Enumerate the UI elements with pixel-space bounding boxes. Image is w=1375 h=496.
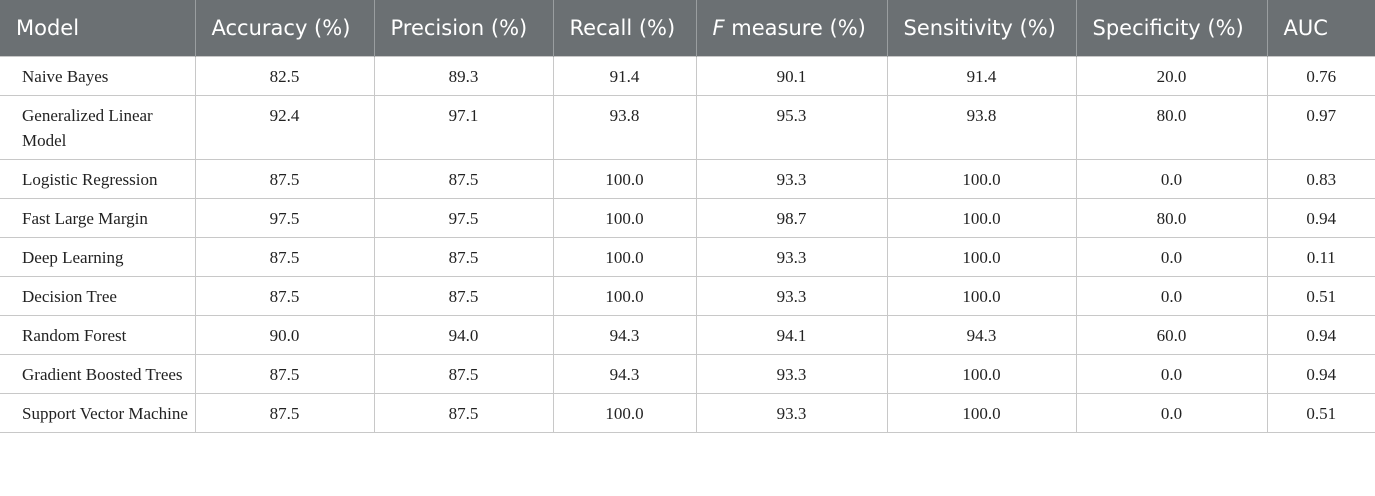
- model-name: Support Vector Machine: [0, 393, 196, 433]
- metric-value: 20.0: [1075, 56, 1268, 96]
- metric-value: 82.5: [194, 56, 375, 96]
- metric-value: 92.4: [194, 95, 375, 160]
- metric-value: 100.0: [886, 237, 1077, 277]
- metric-value: 93.3: [695, 393, 888, 433]
- metric-value: 0.11: [1266, 237, 1375, 277]
- model-name: Naive Bayes: [0, 56, 196, 96]
- results-table: Model Accuracy (%) Precision (%) Recall (%)…: [0, 0, 1375, 433]
- metric-value: 94.3: [552, 315, 697, 355]
- metric-value: 100.0: [886, 276, 1077, 316]
- metric-value: 97.5: [194, 198, 375, 238]
- metric-value: 93.3: [695, 159, 888, 199]
- metric-value: 87.5: [194, 354, 375, 394]
- metric-value: 100.0: [552, 159, 697, 199]
- column-header: Sensitivity (%): [887, 0, 1077, 57]
- column-header: Precision (%): [374, 0, 554, 57]
- metric-value: 100.0: [552, 237, 697, 277]
- metric-value: 100.0: [886, 354, 1077, 394]
- table-row: Support Vector Machine 87.5 87.5 100.0 93.3 1…: [0, 393, 1375, 433]
- model-name: Gradient Boosted Trees: [0, 354, 196, 394]
- table-body: Naive Bayes 82.5 89.3 91.4 90.1 91.4 20.0 0.76 G…: [0, 56, 1375, 433]
- metric-value: 100.0: [552, 198, 697, 238]
- metric-value: 0.51: [1266, 276, 1375, 316]
- column-header: F measure (%): [696, 0, 888, 57]
- table-row: Random Forest 90.0 94.0 94.3 94.1 94.3 60.0 0.9…: [0, 315, 1375, 355]
- metric-value: 0.0: [1075, 159, 1268, 199]
- metric-value: 93.8: [552, 95, 697, 160]
- table-row: Decision Tree 87.5 87.5 100.0 93.3 100.0 0.0 0.…: [0, 276, 1375, 316]
- metric-value: 91.4: [552, 56, 697, 96]
- metric-value: 93.3: [695, 354, 888, 394]
- metric-value: 87.5: [194, 159, 375, 199]
- table-row: Generalized Linear Model 92.4 97.1 93.8 95.3…: [0, 95, 1375, 160]
- metric-value: 0.51: [1266, 393, 1375, 433]
- metric-value: 0.94: [1266, 354, 1375, 394]
- metric-value: 100.0: [886, 393, 1077, 433]
- column-header: Accuracy (%): [195, 0, 375, 57]
- metric-value: 87.5: [373, 237, 554, 277]
- table-row: Gradient Boosted Trees 87.5 87.5 94.3 93.3 10…: [0, 354, 1375, 394]
- table-row: Naive Bayes 82.5 89.3 91.4 90.1 91.4 20.0 0.76: [0, 56, 1375, 96]
- metric-value: 0.0: [1075, 237, 1268, 277]
- metric-value: 100.0: [886, 159, 1077, 199]
- metric-value: 0.83: [1266, 159, 1375, 199]
- metric-value: 90.0: [194, 315, 375, 355]
- metric-value: 93.3: [695, 276, 888, 316]
- model-name: Decision Tree: [0, 276, 196, 316]
- metric-value: 97.1: [373, 95, 554, 160]
- table-row: Fast Large Margin 97.5 97.5 100.0 98.7 100.0 8…: [0, 198, 1375, 238]
- metric-value: 87.5: [373, 276, 554, 316]
- metric-value: 0.94: [1266, 198, 1375, 238]
- metric-value: 87.5: [373, 393, 554, 433]
- metric-value: 87.5: [373, 159, 554, 199]
- metric-value: 90.1: [695, 56, 888, 96]
- metric-value: 94.3: [886, 315, 1077, 355]
- metric-value: 80.0: [1075, 95, 1268, 160]
- metric-value: 91.4: [886, 56, 1077, 96]
- metric-value: 100.0: [552, 276, 697, 316]
- model-name: Deep Learning: [0, 237, 196, 277]
- metric-value: 94.0: [373, 315, 554, 355]
- metric-value: 0.0: [1075, 276, 1268, 316]
- metric-value: 60.0: [1075, 315, 1268, 355]
- metric-value: 98.7: [695, 198, 888, 238]
- metric-value: 100.0: [886, 198, 1077, 238]
- table-row: Logistic Regression 87.5 87.5 100.0 93.3 100.…: [0, 159, 1375, 199]
- column-header: Model: [0, 0, 196, 57]
- metric-value: 0.0: [1075, 393, 1268, 433]
- model-name: Logistic Regression: [0, 159, 196, 199]
- column-header: AUC: [1267, 0, 1375, 57]
- metric-value: 87.5: [194, 276, 375, 316]
- model-name: Generalized Linear Model: [0, 95, 196, 160]
- column-header: Specificity (%): [1076, 0, 1268, 57]
- metric-value: 0.0: [1075, 354, 1268, 394]
- metric-value: 89.3: [373, 56, 554, 96]
- table-row: Deep Learning 87.5 87.5 100.0 93.3 100.0 0.0 0.…: [0, 237, 1375, 277]
- metric-value: 93.8: [886, 95, 1077, 160]
- metric-value: 87.5: [194, 393, 375, 433]
- metric-value: 80.0: [1075, 198, 1268, 238]
- model-name: Random Forest: [0, 315, 196, 355]
- metric-value: 97.5: [373, 198, 554, 238]
- metric-value: 94.3: [552, 354, 697, 394]
- metric-value: 93.3: [695, 237, 888, 277]
- metric-value: 100.0: [552, 393, 697, 433]
- metric-value: 87.5: [194, 237, 375, 277]
- metric-value: 0.97: [1266, 95, 1375, 160]
- metric-value: 95.3: [695, 95, 888, 160]
- header-row: Model Accuracy (%) Precision (%) Recall (%)…: [0, 0, 1375, 57]
- metric-value: 94.1: [695, 315, 888, 355]
- metric-value: 0.94: [1266, 315, 1375, 355]
- column-header: Recall (%): [553, 0, 697, 57]
- model-name: Fast Large Margin: [0, 198, 196, 238]
- metric-value: 87.5: [373, 354, 554, 394]
- metric-value: 0.76: [1266, 56, 1375, 96]
